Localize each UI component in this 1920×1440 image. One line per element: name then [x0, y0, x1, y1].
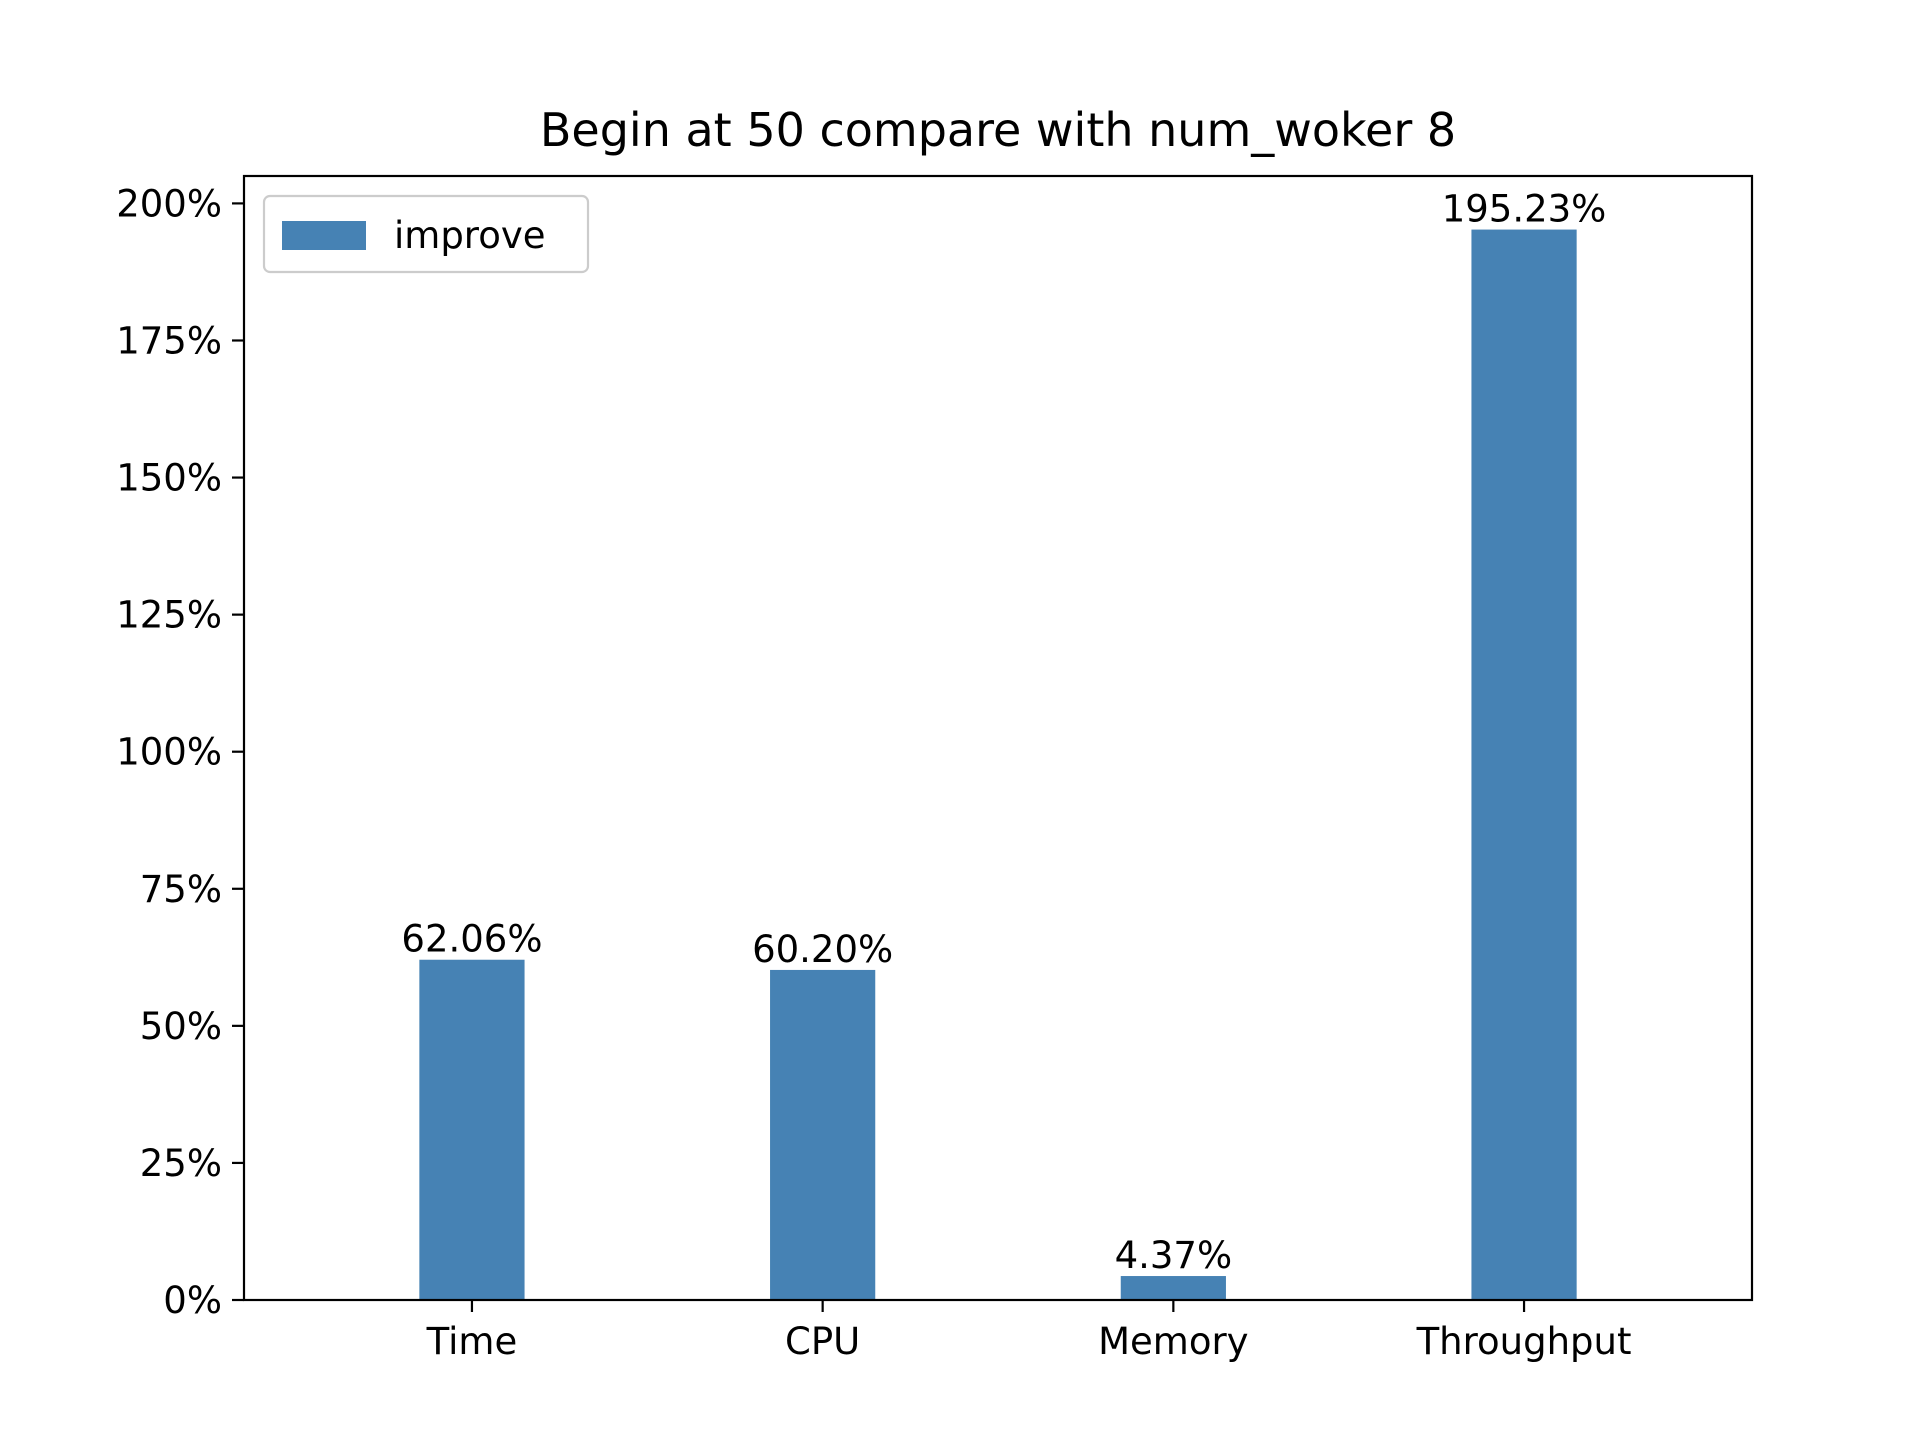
y-tick-label: 200%: [116, 182, 222, 225]
legend-swatch: [282, 221, 366, 250]
x-tick-label: Time: [426, 1320, 518, 1363]
bar-value-label: 195.23%: [1442, 188, 1607, 231]
x-tick-label: Memory: [1098, 1320, 1248, 1363]
y-tick-label: 125%: [116, 594, 222, 637]
y-axis: 0% 25% 50% 75% 100% 125% 150% 175% 200%: [116, 182, 244, 1322]
bar-value-label: 60.20%: [752, 928, 893, 971]
y-tick-label: 100%: [116, 731, 222, 774]
legend-label: improve: [394, 214, 546, 257]
bars-group: [419, 229, 1577, 1300]
chart-title: Begin at 50 compare with num_woker 8: [540, 103, 1456, 157]
legend: improve: [262, 194, 590, 274]
y-tick-label: 75%: [140, 868, 222, 911]
x-tick-label: Throughput: [1416, 1320, 1632, 1363]
bar-labels-group: 62.06% 60.20% 4.37% 195.23%: [401, 188, 1606, 1277]
y-tick-label: 0%: [163, 1279, 222, 1322]
bar-throughput: [1471, 229, 1577, 1300]
x-tick-label: CPU: [785, 1320, 860, 1363]
bar-memory: [1120, 1276, 1226, 1300]
legend-box: [262, 194, 590, 274]
bar-cpu: [770, 969, 876, 1300]
y-tick-label: 150%: [116, 457, 222, 500]
bar-value-label: 62.06%: [401, 918, 542, 961]
plot-frame: [242, 174, 1754, 1302]
bar-time: [419, 959, 525, 1300]
y-tick-label: 25%: [140, 1142, 222, 1185]
x-axis: Time CPU Memory Throughput: [426, 1300, 1632, 1363]
bar-value-label: 4.37%: [1115, 1234, 1233, 1277]
y-tick-label: 50%: [140, 1005, 222, 1048]
y-tick-label: 175%: [116, 319, 222, 362]
